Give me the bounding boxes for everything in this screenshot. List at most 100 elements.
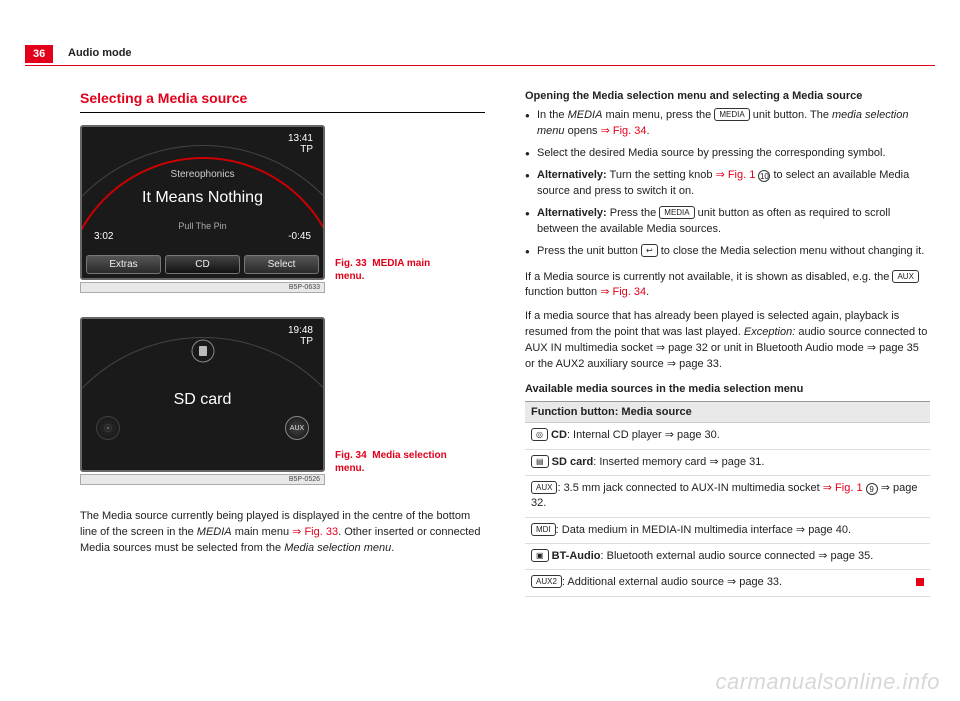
r2-icon: ▤: [531, 455, 549, 468]
fig33-caption-label: Fig. 33: [335, 258, 367, 269]
fig33-tag: B5P-0633: [80, 282, 325, 293]
table-row: AUX2: Additional external audio source ⇒…: [525, 570, 930, 596]
r1-text: : Internal CD player ⇒ page 30.: [567, 429, 720, 441]
r2-text: : Inserted memory card ⇒ page 31.: [593, 456, 764, 468]
b3ref: ⇒ Fig. 1: [716, 169, 756, 181]
fig33-tp: TP: [288, 144, 313, 155]
header-rule: [25, 65, 935, 66]
section-underline: [80, 112, 485, 113]
table-row: ▤ SD card: Inserted memory card ⇒ page 3…: [525, 450, 930, 476]
fig34-right-btn: AUX: [285, 416, 309, 440]
b3a: Alternatively:: [537, 169, 607, 181]
fig33-clock: 13:41 TP: [288, 133, 313, 155]
p2key: AUX: [892, 270, 918, 283]
p2a: If a Media source is currently not avail…: [525, 271, 892, 283]
figure-33-screenshot: 13:41 TP Stereophonics It Means Nothing …: [80, 125, 325, 280]
fig33-time-remaining: -0:45: [288, 231, 311, 242]
para-2: If a Media source is currently not avail…: [525, 270, 930, 302]
r6-text: : Additional external audio source ⇒ pag…: [562, 576, 782, 588]
page-number: 36: [25, 45, 53, 63]
fig33-caption: Fig. 33 MEDIA main menu.: [335, 257, 455, 303]
r4-icon: MDI: [531, 523, 556, 536]
figure-33-row: 13:41 TP Stereophonics It Means Nothing …: [80, 125, 485, 303]
bullet-1: In the MEDIA main menu, press the MEDIA …: [525, 108, 930, 140]
r5-label: BT-Audio: [552, 550, 601, 562]
section-title: Selecting a Media source: [80, 90, 485, 106]
p1f: .: [391, 542, 394, 554]
b3b: Turn the setting knob: [607, 169, 716, 181]
table-row: ▣ BT-Audio: Bluetooth external audio sou…: [525, 544, 930, 570]
fig34-main: SD card: [82, 391, 323, 409]
para-1: The Media source currently being played …: [80, 509, 485, 557]
r4-text: : Data medium in MEDIA-IN multimedia int…: [556, 524, 851, 536]
b1d: unit button. The: [750, 109, 832, 121]
p3b: Exception:: [744, 326, 795, 338]
b1key: MEDIA: [714, 108, 749, 121]
end-marker: [916, 578, 924, 586]
fig33-album: Pull The Pin: [82, 221, 323, 231]
para-3: If a media source that has already been …: [525, 309, 930, 373]
fig34-caption-label: Fig. 34: [335, 450, 367, 461]
fig34-clock: 19:48 TP: [288, 325, 313, 347]
p2c: .: [646, 286, 649, 298]
left-column: Selecting a Media source 13:41 TP Stereo…: [80, 90, 485, 681]
content-columns: Selecting a Media source 13:41 TP Stereo…: [80, 90, 930, 681]
r3-text-a: : 3.5 mm jack connected to AUX-IN multim…: [557, 482, 822, 494]
p1b: MEDIA: [197, 526, 232, 538]
figure-34-screenshot: 19:48 TP SD card ⦿ AUX: [80, 317, 325, 472]
bullet-4: Alternatively: Press the MEDIA unit butt…: [525, 206, 930, 238]
table-row: MDI: Data medium in MEDIA-IN multimedia …: [525, 518, 930, 544]
available-heading: Available media sources in the media sel…: [525, 383, 930, 395]
r1-icon: ◎: [531, 428, 548, 441]
r6-icon: AUX2: [531, 575, 562, 588]
fig33-btn-extras: Extras: [86, 255, 161, 274]
b4key: MEDIA: [659, 206, 694, 219]
b5b: to close the Media selection menu withou…: [658, 245, 925, 257]
r1-label: CD: [551, 429, 567, 441]
r5-icon: ▣: [531, 549, 549, 562]
b1f: opens: [565, 125, 601, 137]
fig33-button-bar: Extras CD Select: [86, 255, 319, 274]
table-header: Function button: Media source: [525, 402, 930, 423]
right-column: Opening the Media selection menu and sel…: [525, 90, 930, 681]
r5-text: : Bluetooth external audio source connec…: [601, 550, 874, 562]
fig34-tp: TP: [288, 336, 313, 347]
fig33-btn-select: Select: [244, 255, 319, 274]
fig33-time-elapsed: 3:02: [94, 231, 113, 242]
table-row: ◎ CD: Internal CD player ⇒ page 30.: [525, 423, 930, 449]
b1c: main menu, press the: [602, 109, 714, 121]
fig34-tag: B5P-0526: [80, 474, 325, 485]
b3num: 10: [758, 170, 770, 182]
table-row: AUX: 3.5 mm jack connected to AUX-IN mul…: [525, 476, 930, 518]
p2b: function button: [525, 286, 600, 298]
media-table: Function button: Media source ◎ CD: Inte…: [525, 401, 930, 597]
fig33-track: It Means Nothing: [82, 189, 323, 207]
page-header: Audio mode: [68, 47, 132, 59]
sd-icon: [191, 339, 215, 363]
b5a: Press the unit button: [537, 245, 641, 257]
right-heading: Opening the Media selection menu and sel…: [525, 90, 930, 102]
bullet-3: Alternatively: Turn the setting knob ⇒ F…: [525, 168, 930, 200]
p1e: Media selection menu: [284, 542, 391, 554]
r3-ref: ⇒ Fig. 1: [823, 482, 863, 494]
p2ref: ⇒ Fig. 34: [600, 286, 646, 298]
bullet-2: Select the desired Media source by press…: [525, 146, 930, 162]
fig34-caption: Fig. 34 Media selection menu.: [335, 449, 455, 495]
b1a: In the: [537, 109, 568, 121]
figure-34-row: 19:48 TP SD card ⦿ AUX B5P-0526 Fig. 34 …: [80, 317, 485, 495]
p1c: main menu: [232, 526, 293, 538]
b5key: ↩: [641, 244, 658, 257]
fig33-btn-cd: CD: [165, 255, 240, 274]
b1g: .: [647, 125, 650, 137]
b1b: MEDIA: [568, 109, 603, 121]
p1ref: ⇒ Fig. 33: [292, 526, 338, 538]
b1ref: ⇒ Fig. 34: [601, 125, 647, 137]
r3-icon: AUX: [531, 481, 557, 494]
fig33-artist: Stereophonics: [82, 169, 323, 180]
r3-num: 9: [866, 483, 878, 495]
fig34-left-btn: ⦿: [96, 416, 120, 440]
b4a: Alternatively:: [537, 207, 607, 219]
b4b: Press the: [607, 207, 660, 219]
fig34-time: 19:48: [288, 325, 313, 336]
bullet-5: Press the unit button ↩ to close the Med…: [525, 244, 930, 260]
